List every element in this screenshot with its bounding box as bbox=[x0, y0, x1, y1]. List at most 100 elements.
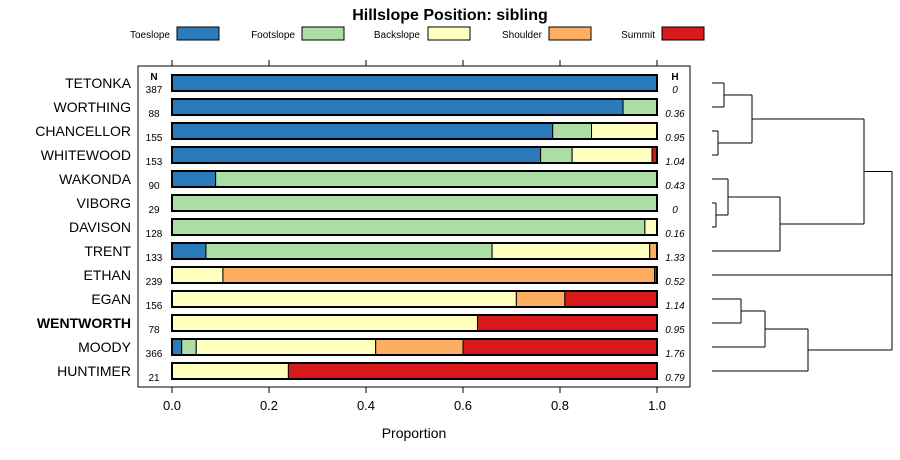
x-tick-label: 0.4 bbox=[357, 398, 375, 413]
bar-outline-moody bbox=[171, 338, 658, 356]
h-value-trent: 1.33 bbox=[665, 253, 685, 264]
bars-group bbox=[171, 74, 658, 380]
legend-label-shoulder: Shoulder bbox=[502, 30, 543, 41]
h-value-davison: 0.16 bbox=[665, 229, 685, 240]
bar-outline-tetonka bbox=[171, 74, 658, 92]
n-value-huntimer: 21 bbox=[148, 373, 160, 384]
bar-outline-viborg bbox=[171, 194, 658, 212]
h-value-viborg: 0 bbox=[672, 205, 678, 216]
legend-label-summit: Summit bbox=[621, 30, 655, 41]
bar-davison-backslope bbox=[644, 218, 658, 236]
bar-trent-shoulder bbox=[649, 242, 658, 260]
x-tick-label: 0.6 bbox=[454, 398, 472, 413]
plot-frame bbox=[137, 65, 691, 388]
n-value-davison: 128 bbox=[146, 229, 163, 240]
row-label-viborg: VIBORG bbox=[77, 195, 131, 211]
x-axis-title: Proportion bbox=[382, 425, 447, 441]
h-value-moody: 1.76 bbox=[665, 349, 685, 360]
x-tick-label: 0.8 bbox=[551, 398, 569, 413]
h-value-huntimer: 0.79 bbox=[665, 373, 685, 384]
x-tick-label: 1.0 bbox=[648, 398, 666, 413]
bar-viborg-footslope bbox=[171, 194, 658, 212]
legend-swatch-footslope bbox=[301, 26, 345, 41]
n-column-header: N bbox=[150, 72, 157, 83]
x-tick-label: 0.0 bbox=[163, 398, 181, 413]
bar-outline-trent bbox=[171, 242, 658, 260]
n-value-egan: 156 bbox=[146, 301, 163, 312]
bar-whitewood-footslope bbox=[540, 146, 573, 164]
bar-chancellor-backslope bbox=[591, 122, 658, 140]
row-label-huntimer: HUNTIMER bbox=[57, 363, 131, 379]
h-value-egan: 1.14 bbox=[665, 301, 685, 312]
bar-wakonda-footslope bbox=[215, 170, 658, 188]
bar-trent-footslope bbox=[205, 242, 493, 260]
bar-moody-backslope bbox=[195, 338, 377, 356]
legend-swatch-toeslope bbox=[176, 26, 220, 41]
bar-outline-whitewood bbox=[171, 146, 658, 164]
bar-wakonda-toeslope bbox=[171, 170, 217, 188]
row-label-chancellor: CHANCELLOR bbox=[35, 123, 131, 139]
h-value-wentworth: 0.95 bbox=[665, 325, 685, 336]
h-column-header: H bbox=[671, 72, 678, 83]
row-label-moody: MOODY bbox=[78, 339, 132, 355]
row-label-davison: DAVISON bbox=[69, 219, 131, 235]
bar-outline-wakonda bbox=[171, 170, 658, 188]
row-label-wakonda: WAKONDA bbox=[59, 171, 131, 187]
n-value-chancellor: 155 bbox=[146, 133, 163, 144]
legend-swatch-shoulder bbox=[548, 26, 592, 41]
row-label-wentworth: WENTWORTH bbox=[37, 315, 131, 331]
bar-wentworth-backslope bbox=[171, 314, 479, 332]
bar-moody-shoulder bbox=[375, 338, 464, 356]
bar-moody-summit bbox=[462, 338, 658, 356]
bar-whitewood-backslope bbox=[571, 146, 653, 164]
legend-label-footslope: Footslope bbox=[251, 30, 295, 41]
bar-egan-backslope bbox=[171, 290, 517, 308]
bar-worthing-toeslope bbox=[171, 98, 624, 116]
bar-moody-footslope bbox=[181, 338, 197, 356]
bar-trent-toeslope bbox=[171, 242, 207, 260]
bar-outline-worthing bbox=[171, 98, 658, 116]
chart-title: Hillslope Position: sibling bbox=[352, 7, 548, 24]
dendrogram bbox=[712, 82, 893, 372]
n-value-whitewood: 153 bbox=[146, 157, 163, 168]
bar-chancellor-footslope bbox=[552, 122, 593, 140]
bar-egan-summit bbox=[564, 290, 658, 308]
h-value-ethan: 0.52 bbox=[665, 277, 685, 288]
x-tick-label: 0.2 bbox=[260, 398, 278, 413]
n-value-tetonka: 387 bbox=[146, 85, 163, 96]
bar-ethan-backslope bbox=[171, 266, 224, 284]
n-value-viborg: 29 bbox=[148, 205, 160, 216]
row-labels: TETONKA 387 0 WORTHING 88 0.36 CHANCELLOR 155 0.… bbox=[35, 75, 685, 384]
row-label-tetonka: TETONKA bbox=[65, 75, 132, 91]
bar-worthing-footslope bbox=[622, 98, 658, 116]
legend-swatch-backslope bbox=[427, 26, 471, 41]
h-value-chancellor: 0.95 bbox=[665, 133, 685, 144]
legend-swatch-summit bbox=[661, 26, 705, 41]
bar-chancellor-toeslope bbox=[171, 122, 554, 140]
bar-tetonka-toeslope bbox=[171, 74, 658, 92]
bar-davison-footslope bbox=[171, 218, 646, 236]
legend-label-toeslope: Toeslope bbox=[130, 30, 170, 41]
legend-label-backslope: Backslope bbox=[374, 30, 421, 41]
bar-outline-chancellor bbox=[171, 122, 658, 140]
legend: Toeslope Footslope Backslope Shoulder Summit bbox=[130, 26, 705, 41]
bar-outline-egan bbox=[171, 290, 658, 308]
h-value-whitewood: 1.04 bbox=[665, 157, 685, 168]
bar-outline-davison bbox=[171, 218, 658, 236]
bar-huntimer-backslope bbox=[171, 362, 289, 380]
n-value-wentworth: 78 bbox=[148, 325, 160, 336]
n-value-moody: 366 bbox=[146, 349, 163, 360]
bar-egan-shoulder bbox=[515, 290, 566, 308]
bar-moody-toeslope bbox=[171, 338, 183, 356]
bar-outline-huntimer bbox=[171, 362, 658, 380]
bar-outline-wentworth bbox=[171, 314, 658, 332]
row-label-whitewood: WHITEWOOD bbox=[41, 147, 131, 163]
bar-huntimer-summit bbox=[287, 362, 658, 380]
n-value-trent: 133 bbox=[146, 253, 163, 264]
row-label-egan: EGAN bbox=[91, 291, 131, 307]
bar-whitewood-toeslope bbox=[171, 146, 542, 164]
n-value-ethan: 239 bbox=[146, 277, 163, 288]
n-value-worthing: 88 bbox=[148, 109, 160, 120]
x-axis: 0.0 0.2 0.4 0.6 0.8 1.0 bbox=[163, 60, 666, 413]
